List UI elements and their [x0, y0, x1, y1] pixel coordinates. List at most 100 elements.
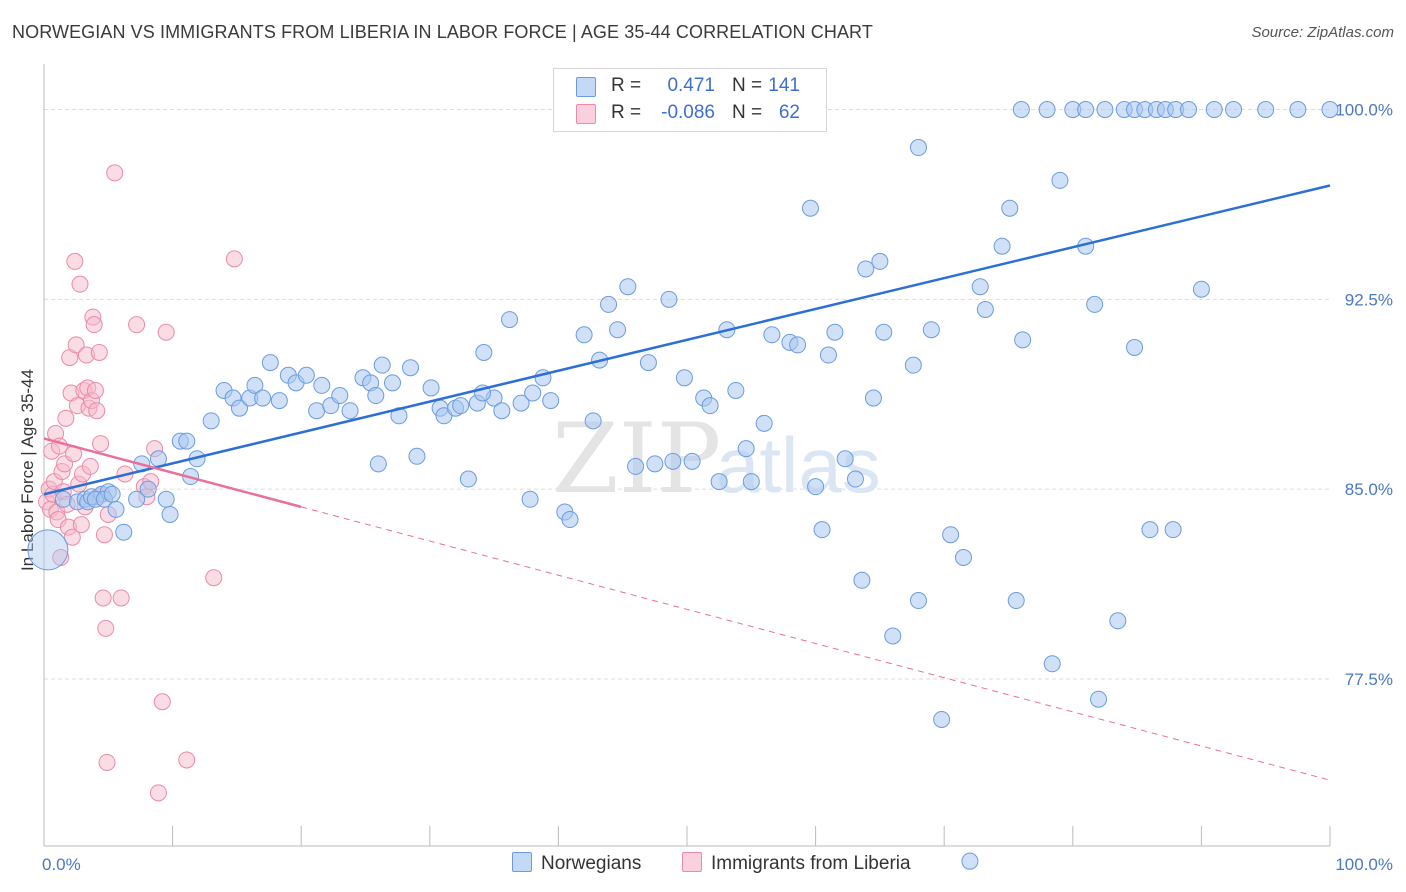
norwegian-point — [128, 490, 146, 508]
norwegian-point — [384, 374, 402, 392]
bottom-legend-label-liberia: Immigrants from Liberia — [711, 853, 911, 874]
norwegian-point — [846, 470, 864, 488]
norwegian-point — [993, 237, 1011, 255]
norwegian-point — [853, 571, 871, 589]
bottom-legend-swatch-pink — [682, 852, 702, 872]
liberia-point — [94, 589, 112, 607]
norwegian-point — [819, 346, 837, 364]
liberia-trend-line-solid — [43, 437, 302, 509]
x-tick-label: 100.0% — [1335, 855, 1393, 874]
norwegian-point — [161, 505, 179, 523]
norwegian-point — [961, 852, 979, 870]
liberia-point — [85, 316, 103, 334]
norwegian-point — [1077, 101, 1095, 119]
legend-r-label: R = — [611, 75, 642, 96]
trend-lines — [43, 184, 1331, 781]
norwegian-point — [742, 473, 760, 491]
liberia-point — [67, 336, 85, 354]
norwegian-point — [493, 402, 511, 420]
norwegian-point — [627, 457, 645, 475]
norwegian-point — [1038, 101, 1056, 119]
norwegian-point — [452, 397, 470, 415]
norwegian-point — [115, 523, 133, 541]
norwegian-point — [402, 359, 420, 377]
liberia-point — [86, 381, 104, 399]
norwegian-point — [270, 392, 288, 410]
norwegian-point — [1001, 199, 1019, 217]
liberia-point — [95, 526, 113, 544]
norwegian-point — [369, 455, 387, 473]
norwegian-point — [1321, 101, 1339, 119]
norwegian-point — [408, 447, 426, 465]
norwegian-points — [27, 101, 1339, 870]
norwegian-point — [1109, 612, 1127, 630]
norwegian-point — [909, 139, 927, 157]
norwegian-point — [297, 366, 315, 384]
correlation-legend: R = 0.471 N = 141 R = -0.086 N = 62 — [553, 68, 827, 132]
norwegian-point — [807, 478, 825, 496]
norwegian-point — [1164, 521, 1182, 539]
norwegian-point — [367, 387, 385, 405]
y-tick-label: 85.0% — [1345, 480, 1393, 499]
liberia-point — [92, 435, 110, 453]
norwegian-point — [813, 521, 831, 539]
bottom-legend-liberia: Immigrants from Liberia — [682, 852, 911, 875]
norwegian-point — [904, 356, 922, 374]
norwegian-point — [422, 379, 440, 397]
norwegian-point — [313, 376, 331, 394]
norwegian-point — [971, 278, 989, 296]
x-tick-label: 0.0% — [42, 855, 81, 874]
norwegian-point — [1141, 521, 1159, 539]
norwegian-point — [1090, 690, 1108, 708]
norwegian-point — [664, 452, 682, 470]
norwegian-trend-line — [43, 184, 1331, 496]
norwegian-point — [107, 500, 125, 518]
liberia-point — [72, 516, 90, 534]
legend-r-value: 0.471 — [667, 75, 715, 96]
liberia-point — [112, 589, 130, 607]
norwegian-point — [954, 548, 972, 566]
norwegian-point — [584, 412, 602, 430]
legend-n-label: N = — [732, 102, 763, 123]
liberia-point — [57, 409, 75, 427]
norwegian-point — [157, 490, 175, 508]
gridlines — [44, 109, 1330, 680]
legend-swatch-pink — [576, 104, 596, 124]
norwegian-point — [1051, 171, 1069, 189]
norwegian-point — [619, 278, 637, 296]
liberia-trend-line-dashed — [301, 506, 1331, 781]
norwegian-point — [836, 450, 854, 468]
chart-source: Source: ZipAtlas.com — [1251, 24, 1394, 41]
bottom-legend-swatch-blue — [512, 852, 532, 872]
norwegian-point — [609, 321, 627, 339]
norwegian-point — [755, 414, 773, 432]
norwegian-point — [737, 440, 755, 458]
liberia-point — [81, 457, 99, 475]
liberia-point — [149, 784, 167, 802]
norwegian-point — [801, 199, 819, 217]
norwegian-point — [1289, 101, 1307, 119]
norwegian-point — [922, 321, 940, 339]
liberia-point — [128, 316, 146, 334]
liberia-point — [178, 751, 196, 769]
norwegian-point — [701, 397, 719, 415]
axes — [43, 64, 1331, 847]
norwegian-point — [1007, 592, 1025, 610]
norwegian-point — [512, 394, 530, 412]
norwegian-point — [646, 455, 664, 473]
liberia-point — [71, 275, 89, 293]
legend-r-label: R = — [611, 102, 642, 123]
bottom-legend-norwegians: Norwegians — [512, 852, 641, 875]
legend-n-value: 62 — [778, 102, 800, 123]
norwegian-point — [459, 470, 477, 488]
norwegian-point — [1086, 295, 1104, 313]
norwegian-point — [1096, 101, 1114, 119]
norwegian-point — [54, 490, 72, 508]
norwegian-point — [521, 490, 539, 508]
liberia-point — [88, 402, 106, 420]
norwegian-point — [202, 412, 220, 430]
norwegian-point — [789, 336, 807, 354]
liberia-point — [97, 619, 115, 637]
norwegian-point — [763, 326, 781, 344]
norwegian-point — [976, 300, 994, 318]
